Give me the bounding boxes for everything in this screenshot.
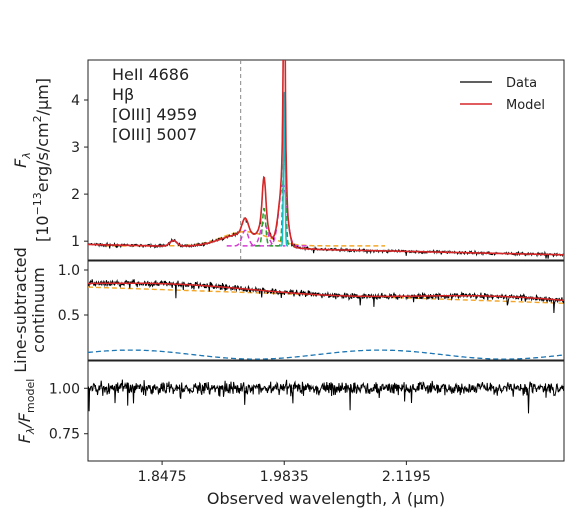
series-continuum-blue [88, 349, 564, 360]
top-ylabel-exp: −13 [31, 192, 44, 215]
legend-model-label: Model [506, 98, 545, 113]
middle-panel-frame [87, 260, 565, 361]
bottom-y-axis-title: Fλ/Fmodel [15, 379, 37, 444]
bottom-ylabel-sub2: model [24, 379, 37, 413]
middle-panel-plot [88, 279, 564, 360]
x-tick-label: 1.9835 [260, 469, 309, 485]
x-axis-title-suffix: (µm) [402, 489, 445, 508]
top-ylabel-f: F [11, 158, 30, 168]
top-y-tick-label: 4 [71, 93, 80, 109]
middle-y-tick-label: 1.0 [58, 263, 80, 279]
top-panel-plot [88, 60, 564, 260]
bottom-ylabel-sub1: λ [24, 428, 37, 436]
top-ylabel-units-exp: 2 [31, 115, 44, 122]
middle-y-axis-title: Line-subtracted continuum [11, 247, 48, 372]
series-model-top [88, 60, 564, 256]
legend: Data Model [460, 76, 545, 113]
x-tick-label: 1.8475 [138, 469, 187, 485]
series-ratio-bottom [88, 379, 564, 414]
top-ylabel-suffix: /µm] [33, 78, 52, 115]
bottom-panel-frame [87, 360, 565, 462]
series-model-middle [88, 282, 564, 302]
middle-ylabel-line2: continuum [29, 267, 48, 352]
svg-text:Fλ/Fmodel: Fλ/Fmodel [15, 379, 37, 444]
component-orange-0 [105, 231, 385, 247]
top-ylabel-prefix: [10 [33, 215, 52, 242]
component-teal-7 [280, 91, 289, 247]
middle-ylabel-line1: Line-subtracted [11, 247, 30, 372]
bottom-y-tick-label: 1.00 [49, 381, 80, 397]
bottom-y-tick-label: 0.75 [49, 427, 80, 443]
line-label-hbeta: Hβ [112, 85, 134, 104]
middle-y-tick-label: 0.5 [58, 308, 80, 324]
line-label-oiii-4959: [OIII] 4959 [112, 105, 197, 124]
axis-ticks: 1 2 3 4 0.5 1.0 0.75 1.00 1.8475 1.9835 2.1195 [49, 93, 431, 485]
bottom-ylabel-mid: /F [15, 412, 34, 429]
top-y-tick-label: 2 [71, 187, 80, 203]
top-y-tick-label: 3 [71, 140, 80, 156]
line-label-oiii-5007: [OIII] 5007 [112, 125, 197, 144]
top-panel-frame [87, 59, 565, 261]
x-axis-title-symbol: λ [391, 489, 401, 508]
top-ylabel-units: erg/s/cm [33, 122, 52, 192]
svg-text:Fλ: Fλ [11, 152, 33, 168]
top-ylabel-f-sub: λ [20, 152, 33, 160]
bottom-ylabel-f: F [15, 433, 34, 443]
line-label-heii: HeII 4686 [112, 65, 189, 84]
bottom-panel-plot [88, 379, 564, 414]
x-axis-title: Observed wavelength, λ (µm) [207, 489, 445, 508]
legend-data-label: Data [506, 76, 537, 91]
component-green-5 [254, 207, 274, 247]
top-y-axis-title: Fλ [10−13erg/s/cm2/µm] [11, 78, 52, 242]
top-y-tick-label: 1 [71, 234, 80, 250]
x-axis-title-prefix: Observed wavelength, [207, 489, 392, 508]
x-tick-label: 2.1195 [382, 469, 431, 485]
svg-text:[10−13erg/s/cm2/µm]: [10−13erg/s/cm2/µm] [31, 78, 52, 242]
